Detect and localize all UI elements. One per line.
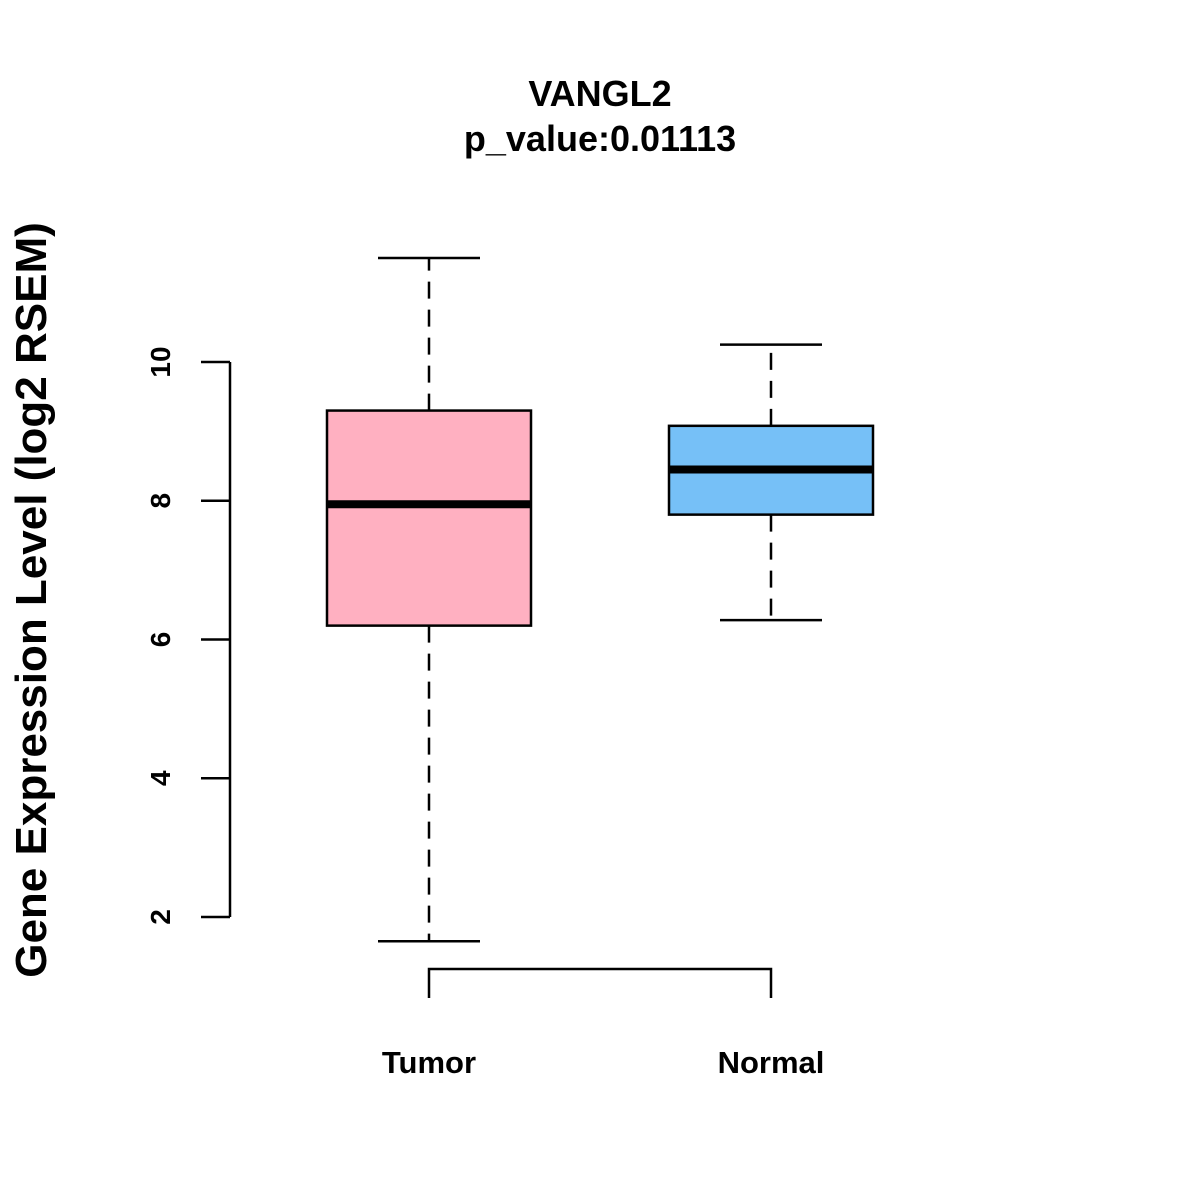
chart-subtitle: p_value:0.01113 bbox=[464, 118, 736, 159]
y-tick-label: 4 bbox=[145, 770, 176, 786]
chart-title: VANGL2 bbox=[528, 73, 671, 114]
y-axis: 2 4 6 8 10 bbox=[145, 346, 232, 925]
y-axis-label: Gene Expression Level (log2 RSEM) bbox=[7, 222, 56, 978]
y-tick-label: 8 bbox=[145, 493, 176, 509]
y-tick-label: 6 bbox=[145, 632, 176, 648]
x-axis-labels: Tumor Normal bbox=[382, 1045, 824, 1080]
boxes-group bbox=[325, 256, 875, 943]
x-label-normal: Normal bbox=[718, 1045, 825, 1080]
y-tick-label: 2 bbox=[145, 909, 176, 925]
y-tick-label: 10 bbox=[145, 346, 176, 377]
x-label-tumor: Tumor bbox=[382, 1045, 476, 1080]
bracket-line bbox=[427, 967, 773, 998]
iqr-box-tumor bbox=[325, 409, 533, 627]
box-tumor bbox=[325, 256, 533, 943]
box-normal bbox=[667, 343, 875, 622]
comparison-bracket bbox=[427, 967, 773, 998]
